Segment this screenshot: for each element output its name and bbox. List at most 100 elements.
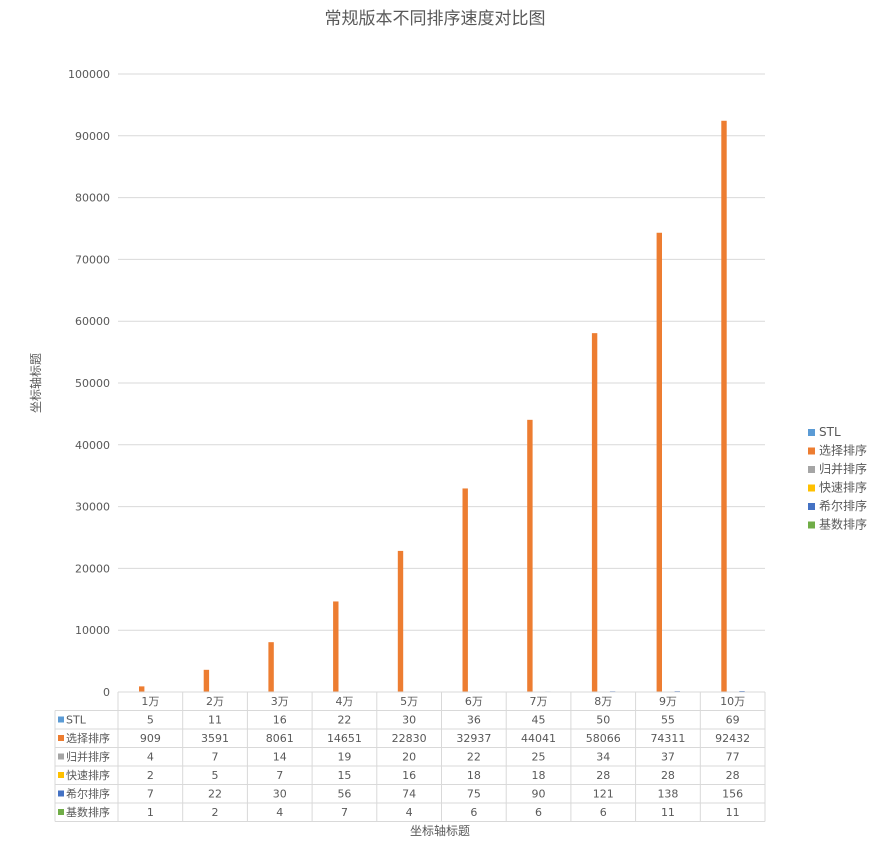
table-cell: 20 — [402, 751, 416, 764]
legend-swatch — [808, 466, 815, 473]
table-cell: 7 — [147, 788, 154, 801]
table-cell: 16 — [402, 769, 416, 782]
table-cell: 22 — [208, 788, 222, 801]
bar — [397, 550, 404, 692]
y-tick-label: 50000 — [75, 377, 110, 390]
table-legend-key — [58, 735, 64, 741]
y-tick-label: 60000 — [75, 315, 110, 328]
chart-title: 常规版本不同排序速度对比图 — [325, 9, 546, 29]
bar — [656, 232, 662, 692]
x-tick-label: 6万 — [465, 695, 483, 708]
table-cell: 18 — [467, 769, 481, 782]
x-tick-label: 4万 — [335, 695, 353, 708]
table-cell: 44041 — [521, 732, 556, 745]
table-cell: 121 — [593, 788, 614, 801]
x-tick-label: 7万 — [530, 695, 548, 708]
table-cell: 1 — [147, 806, 154, 819]
bar — [591, 333, 598, 692]
table-cell: 92432 — [715, 732, 750, 745]
table-series-name: 快速排序 — [66, 768, 110, 782]
table-cell: 4 — [147, 751, 154, 764]
table-cell: 156 — [722, 788, 743, 801]
table-cell: 22830 — [392, 732, 427, 745]
table-cell: 30 — [402, 714, 416, 727]
table-cell: 2 — [147, 769, 154, 782]
x-tick-label: 1万 — [141, 695, 159, 708]
legend-swatch — [808, 503, 815, 510]
table-series-name: 基数排序 — [66, 805, 110, 819]
table-legend-key — [58, 790, 64, 797]
table-cell: 56 — [337, 788, 351, 801]
table-cell: 7 — [212, 751, 219, 764]
bar — [268, 642, 274, 692]
table-cell: 74 — [402, 788, 416, 801]
y-tick-label: 20000 — [75, 562, 110, 575]
table-series-name: STL — [66, 714, 87, 727]
legend-label: 选择排序 — [819, 443, 867, 458]
table-cell: 3591 — [201, 732, 229, 745]
gridlines — [118, 73, 765, 693]
table-cell: 22 — [467, 751, 481, 764]
table-cell: 19 — [337, 751, 351, 764]
legend-swatch — [808, 521, 815, 529]
table-cell: 36 — [467, 714, 481, 727]
legend-swatch — [808, 484, 815, 492]
table-cell: 25 — [532, 751, 546, 764]
table-cell: 11 — [208, 714, 222, 727]
x-tick-label: 5万 — [400, 695, 418, 708]
table-cell: 2 — [212, 806, 219, 819]
y-axis-title: 坐标轴标题 — [28, 353, 43, 413]
x-tick-label: 10万 — [720, 695, 745, 708]
table-cell: 16 — [273, 714, 287, 727]
y-tick-label: 80000 — [75, 192, 110, 205]
table-cell: 28 — [726, 769, 740, 782]
table-cell: 32937 — [456, 732, 491, 745]
table-legend-key — [58, 753, 64, 760]
table-cell: 58066 — [586, 732, 621, 745]
y-tick-label: 90000 — [75, 130, 110, 143]
table-cell: 6 — [470, 806, 477, 819]
table-cell: 28 — [661, 769, 675, 782]
table-cell: 75 — [467, 788, 481, 801]
table-cell: 50 — [596, 714, 610, 727]
legend-label: STL — [819, 425, 841, 439]
y-tick-label: 100000 — [68, 68, 110, 81]
y-tick-label: 0 — [103, 686, 110, 699]
x-axis-title: 坐标轴标题 — [410, 823, 470, 838]
table-cell: 45 — [532, 714, 546, 727]
legend-label: 归并排序 — [819, 461, 867, 476]
table-cell: 5 — [212, 769, 219, 782]
table-cell: 11 — [726, 806, 740, 819]
table-cell: 14 — [273, 751, 287, 764]
table-cell: 28 — [596, 769, 610, 782]
table-series-name: 归并排序 — [66, 750, 110, 764]
table-cell: 4 — [406, 806, 413, 819]
table-cell: 14651 — [327, 732, 362, 745]
table-series-name: 希尔排序 — [66, 787, 110, 801]
table-cell: 77 — [726, 751, 740, 764]
table-series-name: 选择排序 — [66, 731, 110, 745]
legend-swatch — [808, 429, 815, 436]
table-cell: 909 — [140, 732, 161, 745]
table-cell: 37 — [661, 751, 675, 764]
bar — [527, 419, 533, 692]
table-cell: 4 — [276, 806, 283, 819]
table-cell: 5 — [147, 714, 154, 727]
y-tick-label: 10000 — [75, 624, 110, 637]
x-tick-label: 8万 — [594, 695, 612, 708]
table-cell: 7 — [276, 769, 283, 782]
plot-area — [133, 120, 751, 692]
x-tick-label: 2万 — [206, 695, 224, 708]
y-tick-label: 70000 — [75, 253, 110, 266]
table-cell: 18 — [532, 769, 546, 782]
bar — [203, 669, 210, 692]
y-tick-label: 30000 — [75, 501, 110, 514]
table-cell: 90 — [532, 788, 546, 801]
table-legend-key — [58, 809, 64, 815]
bar — [462, 488, 468, 692]
table-cell: 69 — [726, 714, 740, 727]
table-cell: 15 — [337, 769, 351, 782]
